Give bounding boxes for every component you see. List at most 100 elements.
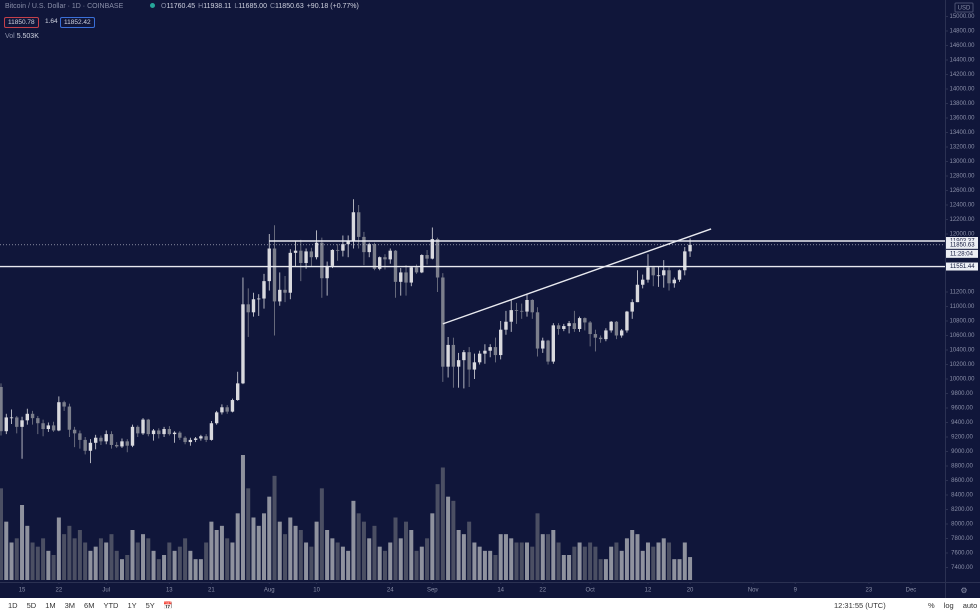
- candle-body: [183, 437, 187, 443]
- x-tick-label: 9: [794, 588, 798, 594]
- x-tick-label: 21: [208, 588, 215, 594]
- candle-body: [562, 326, 566, 329]
- date-range-icon[interactable]: 📅: [163, 601, 173, 610]
- candle-body: [625, 311, 629, 331]
- candle-body: [109, 434, 114, 445]
- candle-body: [483, 350, 487, 354]
- volume-bar: [177, 546, 182, 580]
- range-button[interactable]: 1D: [8, 601, 18, 610]
- candle-body: [446, 344, 450, 367]
- volume-bar: [367, 538, 372, 580]
- volume-bar: [509, 538, 514, 580]
- live-dot: [150, 3, 155, 8]
- volume-bar: [461, 534, 466, 580]
- candle-body: [541, 340, 545, 349]
- candle-body: [362, 236, 366, 253]
- x-tick-label: Nov: [748, 588, 759, 594]
- candle-body: [378, 257, 382, 269]
- volume-bar: [372, 525, 377, 580]
- y-tick-label: 8600.00: [951, 478, 973, 484]
- volume-bar: [56, 517, 61, 580]
- x-tick-label: Jul: [102, 588, 110, 594]
- volume-bar: [167, 542, 172, 580]
- volume-bar: [151, 550, 156, 580]
- volume-bar: [104, 542, 109, 580]
- range-button[interactable]: 1M: [45, 601, 56, 610]
- scale-option[interactable]: auto: [962, 601, 978, 610]
- candle-body: [488, 347, 492, 351]
- scale-option[interactable]: %: [928, 601, 935, 610]
- volume-bar: [293, 525, 298, 580]
- volume-bar: [83, 542, 88, 580]
- y-tick-label: 13600.00: [949, 116, 975, 122]
- candle-body: [257, 298, 261, 300]
- volume-bar: [62, 534, 67, 580]
- range-button[interactable]: 6M: [84, 601, 95, 610]
- candle-body: [4, 417, 8, 432]
- volume-bar: [398, 538, 403, 580]
- y-tick-label: 11200.00: [950, 290, 975, 296]
- volume-bar: [677, 559, 682, 580]
- x-tick-label: 10: [313, 588, 320, 594]
- candle-body: [509, 310, 513, 322]
- volume-bar: [535, 513, 540, 580]
- volume-bar: [114, 550, 119, 580]
- candle-body: [346, 240, 350, 245]
- range-bar: 1D 5D 1M 3M 6M YTD 1Y 5Y All: [8, 598, 172, 613]
- sell-price[interactable]: 11850.78: [4, 17, 39, 28]
- volume-bar: [330, 538, 335, 580]
- candle-body: [493, 347, 498, 356]
- buy-price[interactable]: 11852.42: [60, 17, 95, 28]
- range-button[interactable]: All: [163, 601, 173, 610]
- y-tick-label: 9600.00: [951, 406, 973, 412]
- volume-bar: [593, 546, 598, 580]
- x-tick-label: 22: [56, 588, 63, 594]
- candle-body: [551, 325, 555, 362]
- volume-bar: [356, 513, 361, 580]
- y-tick-label: 12400.00: [949, 203, 975, 209]
- volume-bar: [614, 542, 619, 580]
- candle-body: [130, 426, 135, 446]
- candle-body: [441, 277, 445, 367]
- candle-body: [278, 289, 282, 302]
- volume-bar: [672, 559, 677, 580]
- volume-bar: [451, 500, 456, 580]
- volume-bar: [214, 530, 219, 580]
- candle-body: [472, 362, 477, 370]
- volume-bar: [67, 525, 72, 580]
- candle-body: [167, 429, 172, 435]
- volume-bar: [404, 521, 409, 580]
- candle-body: [572, 323, 577, 329]
- volume-bar: [235, 513, 240, 580]
- y-tick-label: 10000.00: [949, 377, 975, 383]
- candle-body: [88, 442, 93, 451]
- volume-bar: [340, 546, 345, 580]
- ohlc-value: 11850.63: [275, 3, 304, 10]
- candle-body: [425, 255, 429, 259]
- volume-bar: [514, 542, 519, 580]
- candle-body: [236, 383, 240, 401]
- candle-body: [635, 284, 640, 303]
- candle-body: [30, 413, 35, 419]
- scale-option[interactable]: log: [943, 601, 954, 610]
- currency-box[interactable]: [954, 2, 974, 13]
- candle-body: [367, 244, 371, 253]
- candle-body: [41, 423, 45, 430]
- volume-bar: [267, 496, 272, 580]
- range-button[interactable]: YTD: [103, 601, 119, 610]
- candle-body: [372, 244, 377, 269]
- candle-body: [120, 441, 124, 447]
- range-button[interactable]: 5Y: [145, 601, 155, 610]
- candle-body: [462, 352, 466, 361]
- range-button[interactable]: 1Y: [127, 601, 137, 610]
- ohlc-value: 11760.45: [166, 3, 196, 10]
- candle-body: [619, 330, 624, 336]
- candle-body: [115, 444, 119, 447]
- range-button[interactable]: 5D: [26, 601, 37, 610]
- volume-bar: [298, 530, 303, 580]
- y-tick-label: 15000.00: [949, 14, 975, 20]
- candle-body: [383, 257, 387, 260]
- volume-bar: [125, 555, 130, 580]
- range-button[interactable]: 3M: [64, 601, 76, 610]
- volume-bar: [382, 550, 387, 580]
